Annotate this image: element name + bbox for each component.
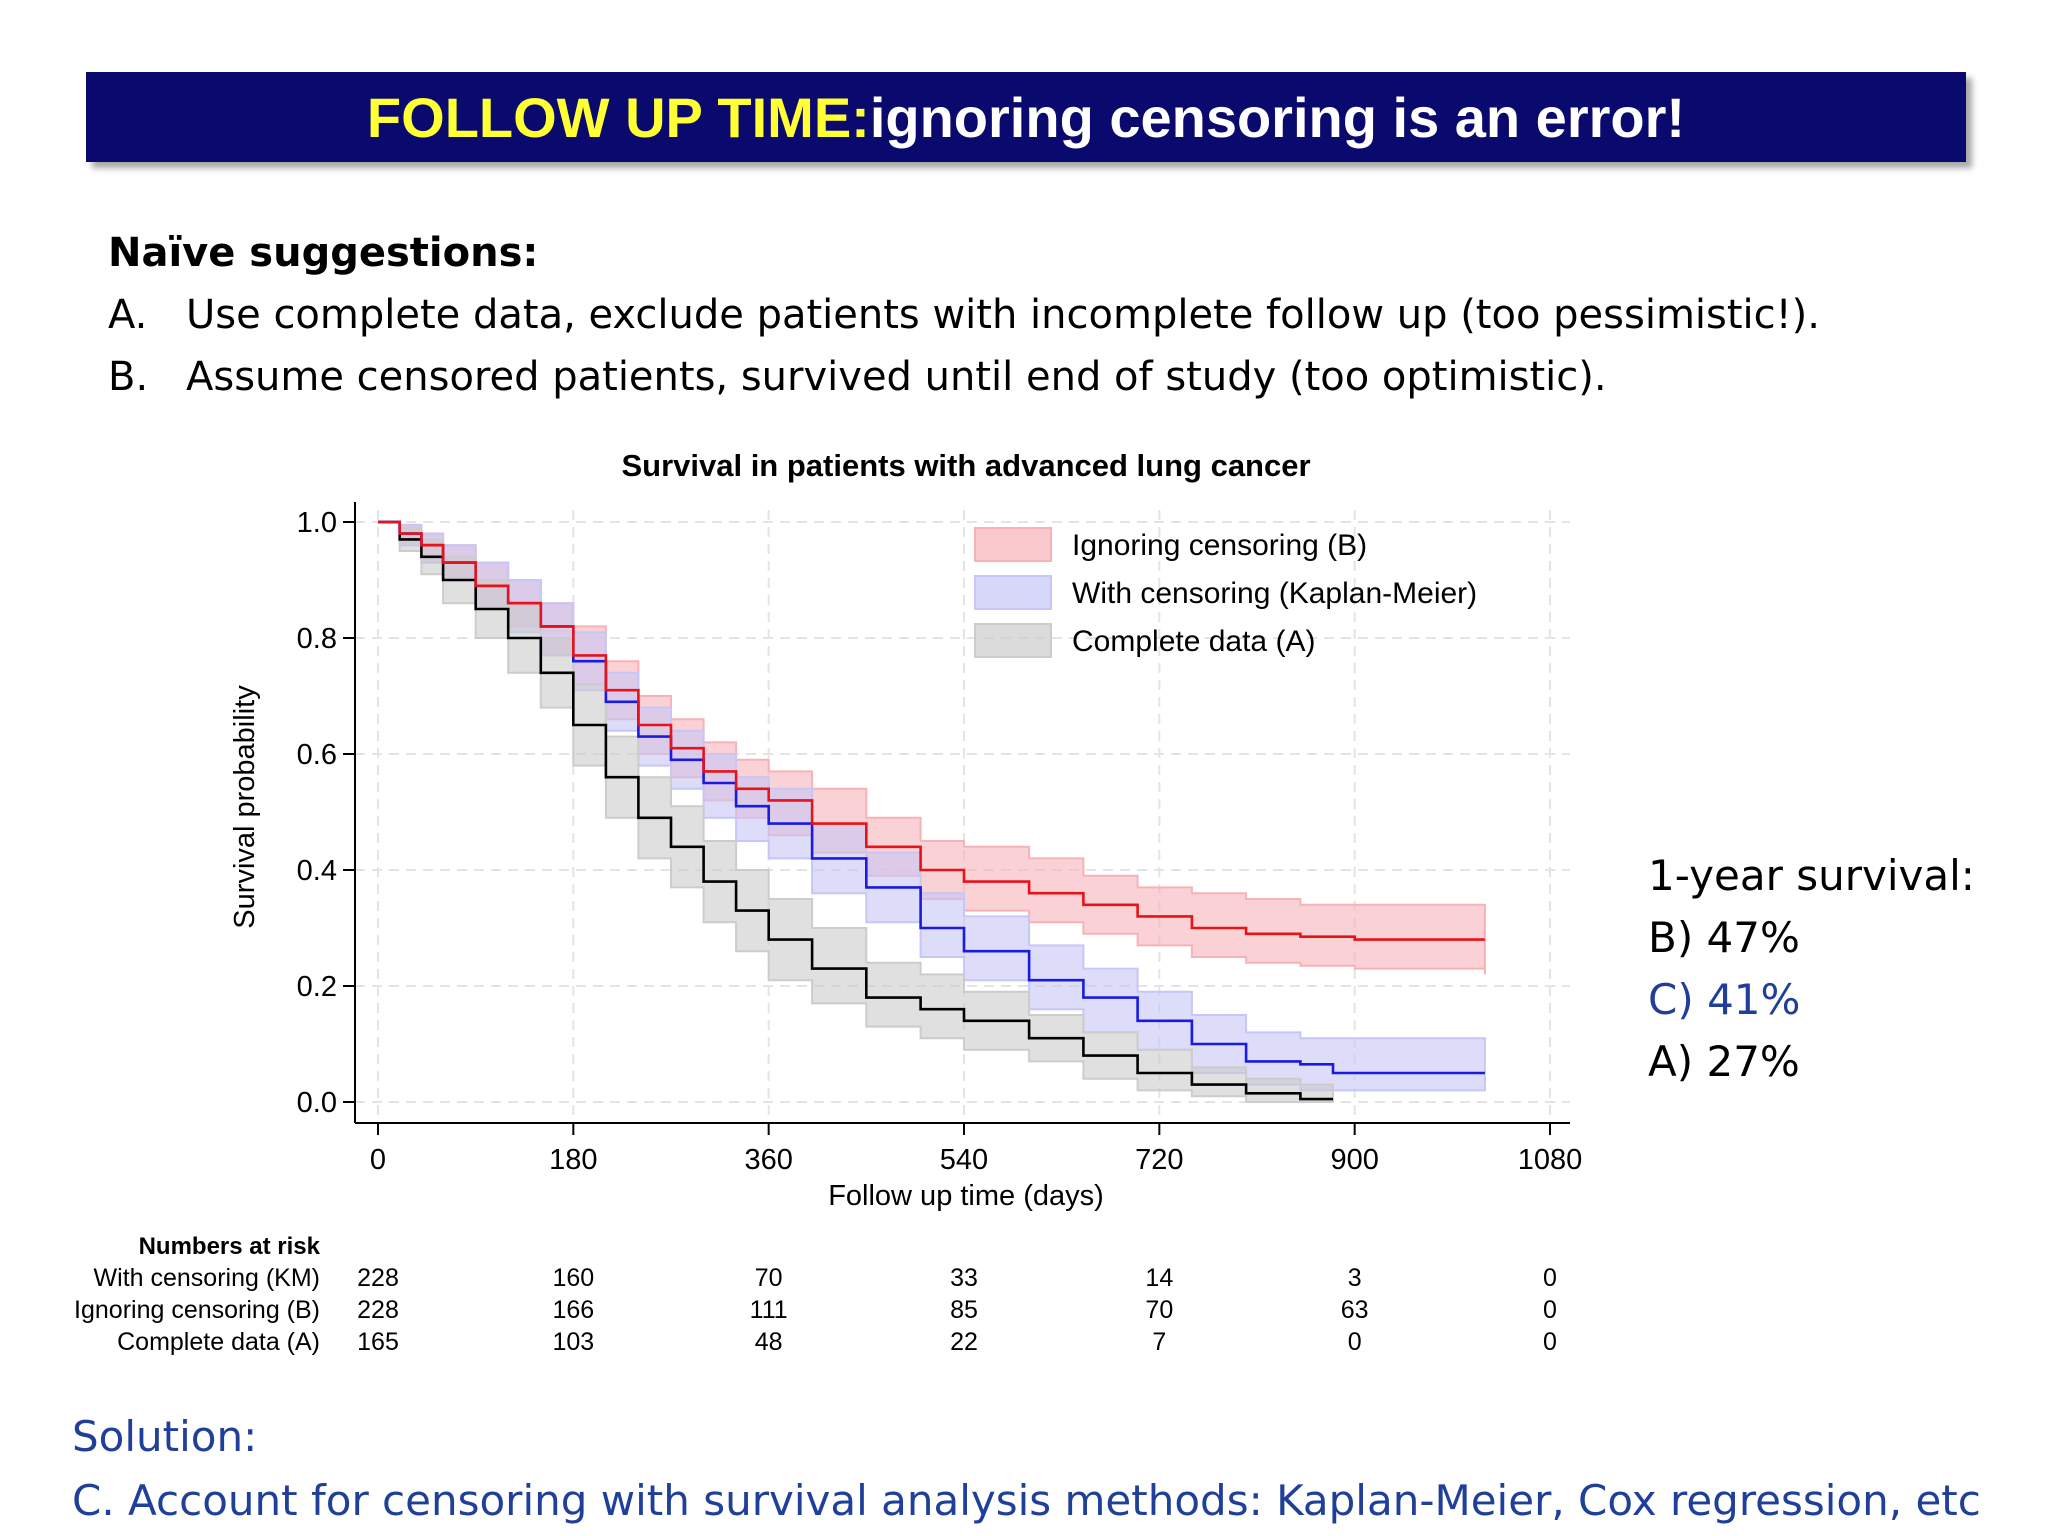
risk-value: 3 xyxy=(1348,1264,1362,1292)
suggestion-label: B. xyxy=(108,354,149,400)
survival-curves xyxy=(378,520,1485,1101)
survival-chart: 0.0 0.2 0.4 0.6 0.8 1.0 0 180 360 540 720 900 1080 I… xyxy=(229,448,1583,1212)
solution-text: C. Account for censoring with survival a… xyxy=(72,1476,1981,1525)
legend-label: Complete data (A) xyxy=(1072,625,1315,658)
risk-value: 33 xyxy=(950,1264,978,1292)
risk-value: 228 xyxy=(357,1296,399,1324)
risk-value: 63 xyxy=(1341,1296,1369,1324)
legend-swatch xyxy=(974,623,1052,658)
one-year-a: A) 27% xyxy=(1648,1037,1800,1086)
slide-title-banner: FOLLOW UP TIME: ignoring censoring is an… xyxy=(86,72,1966,162)
legend-label: Ignoring censoring (B) xyxy=(1072,529,1367,562)
y-tick-label: 0.2 xyxy=(297,971,337,1003)
risk-value: 70 xyxy=(1145,1296,1173,1324)
risk-value: 103 xyxy=(552,1328,594,1356)
y-tick-label: 0.6 xyxy=(297,739,337,771)
x-tick-label: 0 xyxy=(370,1144,386,1176)
legend-swatch xyxy=(974,527,1052,562)
confidence-band xyxy=(378,521,1486,1092)
risk-value: 0 xyxy=(1348,1328,1362,1356)
risk-value: 0 xyxy=(1543,1328,1557,1356)
risk-value: 160 xyxy=(552,1264,594,1292)
x-tick-label: 1080 xyxy=(1518,1144,1583,1176)
y-axis-label: Survival probability xyxy=(229,685,261,929)
risk-value: 48 xyxy=(755,1328,783,1356)
chart-title: Survival in patients with advanced lung … xyxy=(621,448,1310,483)
x-tick-label: 540 xyxy=(940,1144,988,1176)
title-highlight: FOLLOW UP TIME: xyxy=(366,85,870,149)
y-tick-label: 0.0 xyxy=(297,1087,337,1119)
x-tick-label: 180 xyxy=(549,1144,597,1176)
one-year-b: B) 47% xyxy=(1648,913,1800,962)
suggestions-heading: Naïve suggestions: xyxy=(108,230,539,276)
x-tick-label: 360 xyxy=(744,1144,792,1176)
risk-row-label: With censoring (KM) xyxy=(94,1264,320,1292)
risk-value: 70 xyxy=(755,1264,783,1292)
x-tick-label: 900 xyxy=(1330,1144,1378,1176)
y-tick-label: 0.4 xyxy=(297,855,337,887)
risk-value: 7 xyxy=(1152,1328,1166,1356)
one-year-title: 1-year survival: xyxy=(1648,851,1975,900)
title-rest: ignoring censoring is an error! xyxy=(869,85,1686,149)
risk-value: 111 xyxy=(750,1296,788,1324)
risk-value: 0 xyxy=(1543,1296,1557,1324)
numbers-at-risk-table: Numbers at risk With censoring (KM) 228 16… xyxy=(74,1233,1557,1356)
risk-value: 228 xyxy=(357,1264,399,1292)
suggestion-text: Use complete data, exclude patients with… xyxy=(186,292,1821,338)
suggestions-block: Naïve suggestions: A. Use complete data,… xyxy=(108,222,1820,408)
suggestion-a: A. Use complete data, exclude patients w… xyxy=(108,284,1820,346)
legend-label: With censoring (Kaplan-Meier) xyxy=(1072,577,1477,610)
risk-value: 0 xyxy=(1543,1264,1557,1292)
x-tick-label: 720 xyxy=(1135,1144,1183,1176)
suggestion-b: B. Assume censored patients, survived un… xyxy=(108,346,1820,408)
risk-table-title: Numbers at risk xyxy=(139,1233,321,1260)
risk-row-label: Complete data (A) xyxy=(117,1328,320,1356)
solution-block: Solution: C. Account for censoring with … xyxy=(72,1405,1981,1533)
survival-line xyxy=(378,520,1485,941)
suggestion-label: A. xyxy=(108,292,148,338)
suggestion-text: Assume censored patients, survived until… xyxy=(186,354,1607,400)
risk-value: 22 xyxy=(950,1328,978,1356)
y-tick-label: 1.0 xyxy=(297,507,337,539)
y-tick-label: 0.8 xyxy=(297,623,337,655)
chart-axes: 0.0 0.2 0.4 0.6 0.8 1.0 0 180 360 540 720 900 1080 xyxy=(297,502,1583,1176)
x-axis-label: Follow up time (days) xyxy=(828,1180,1104,1212)
survival-line xyxy=(378,520,1333,1101)
risk-value: 14 xyxy=(1145,1264,1173,1292)
risk-value: 165 xyxy=(357,1328,399,1356)
one-year-c: C) 41% xyxy=(1648,975,1801,1024)
legend-swatch xyxy=(974,575,1052,610)
solution-heading: Solution: xyxy=(72,1412,258,1461)
risk-row-label: Ignoring censoring (B) xyxy=(74,1296,320,1324)
risk-value: 85 xyxy=(950,1296,978,1324)
risk-value: 166 xyxy=(552,1296,594,1324)
chart-legend: Ignoring censoring (B) With censoring (Ka… xyxy=(974,527,1477,658)
one-year-survival: 1-year survival: B) 47% C) 41% A) 27% xyxy=(1648,845,1975,1093)
